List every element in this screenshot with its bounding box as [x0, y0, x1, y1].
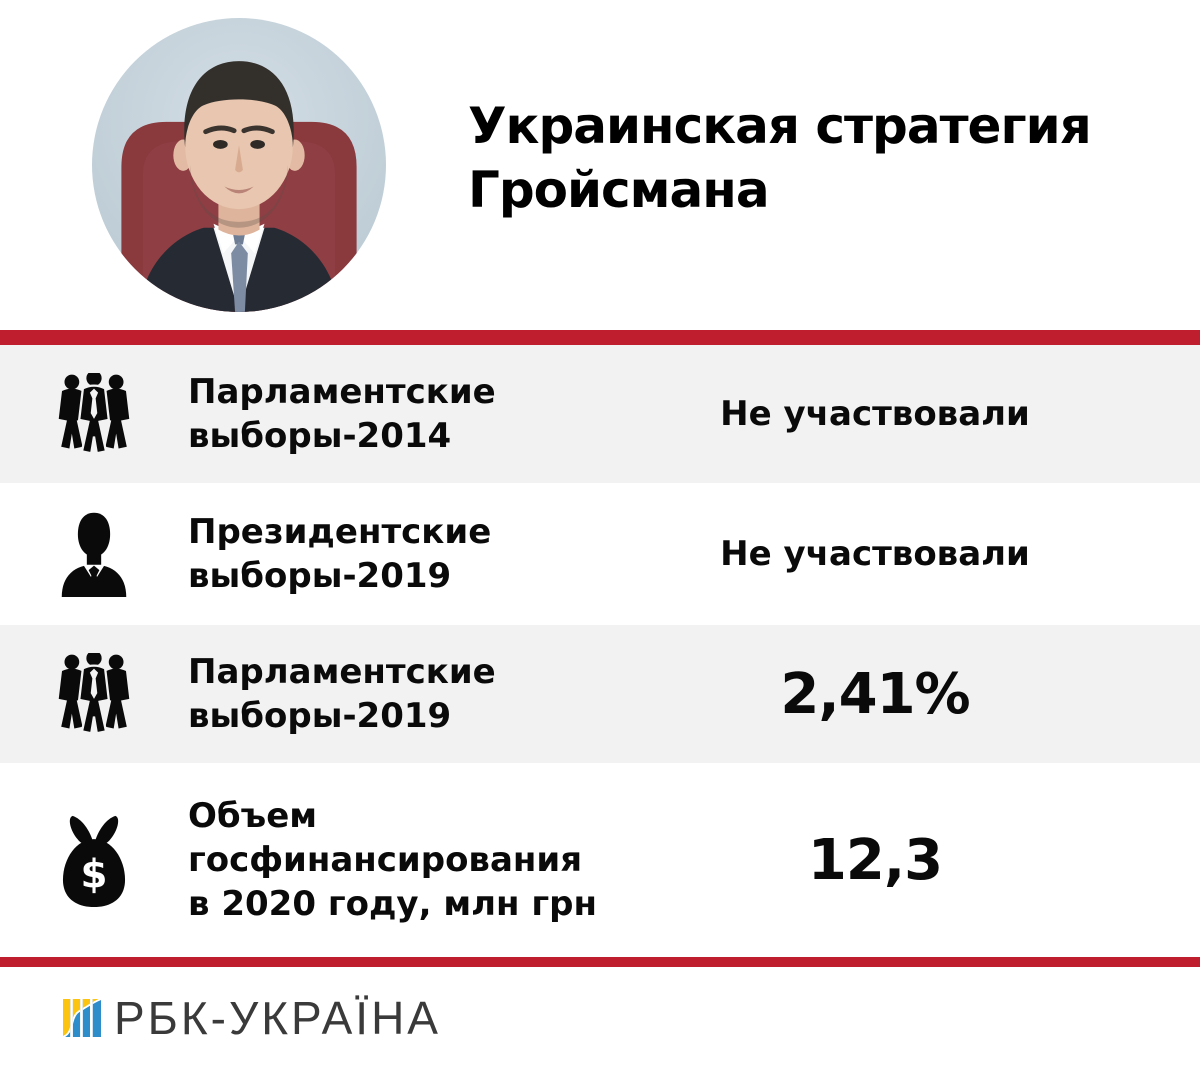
voters-group-icon: [58, 373, 130, 455]
portrait-illustration: [92, 18, 386, 312]
stat-value: 2,41%: [780, 661, 970, 727]
svg-text:$: $: [81, 852, 108, 897]
stats-table: Парламентские выборы-2014 Не участвовали…: [0, 345, 1200, 957]
brand-wordmark: РБК-УКРАЇНА: [114, 992, 441, 1044]
stat-value: Не участвовали: [720, 534, 1030, 574]
stat-row-state-funding: $ Объем госфинансирования в 2020 году, м…: [0, 763, 1200, 957]
stat-row-parliament-2019: Парламентские выборы-2019 2,41%: [0, 625, 1200, 763]
stat-value: 12,3: [807, 827, 943, 893]
page-title: Украинская стратегия Гройсмана: [468, 97, 1092, 219]
rbc-logo-icon: [63, 999, 101, 1037]
header: Украинская стратегия Гройсмана: [0, 0, 1200, 330]
stat-label: Парламентские выборы-2014: [188, 372, 496, 456]
stat-row-president-2019: Президентские выборы-2019 Не участвовали: [0, 483, 1200, 625]
businessman-icon: [61, 512, 127, 597]
portrait-photo: [92, 18, 386, 312]
stat-label: Объем госфинансирования в 2020 году, млн…: [188, 796, 597, 924]
footer: РБК-УКРАЇНА: [0, 967, 1200, 1075]
stat-row-parliament-2014: Парламентские выборы-2014 Не участвовали: [0, 345, 1200, 483]
stat-label: Президентские выборы-2019: [188, 512, 492, 596]
money-bag-icon: $: [62, 815, 126, 907]
brand-logo: РБК-УКРАЇНА: [63, 995, 441, 1041]
red-divider-top: [0, 330, 1200, 345]
stat-value: Не участвовали: [720, 394, 1030, 434]
red-divider-bottom: [0, 957, 1200, 967]
voters-group-icon: [58, 653, 130, 735]
stat-label: Парламентские выборы-2019: [188, 652, 496, 736]
